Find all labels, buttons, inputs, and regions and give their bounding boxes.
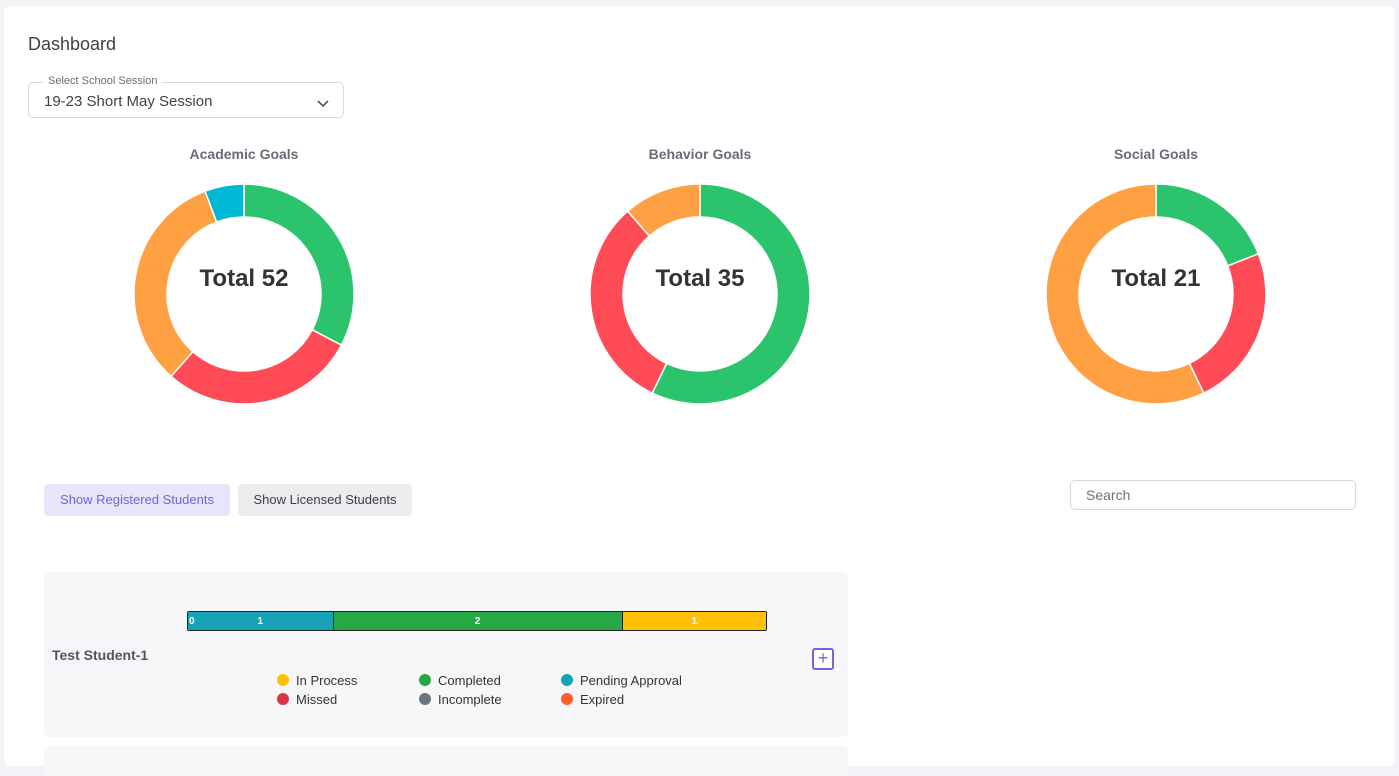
search-input[interactable] (1070, 480, 1356, 510)
goal-progress-bar: 0 1 2 1 (187, 611, 767, 631)
status-legend: In Process Completed Pending Approval Mi… (277, 672, 717, 707)
session-select-label: Select School Session (43, 75, 163, 87)
donut-slice-pending-approval[interactable] (204, 184, 245, 223)
dot-icon (277, 693, 289, 705)
student-name: Test Student-1 (52, 647, 149, 663)
legend-label: In Process (296, 672, 358, 688)
progress-zero-label: 0 (189, 615, 195, 627)
chevron-down-icon (317, 95, 329, 113)
dot-icon (561, 674, 573, 686)
chart-title: Social Goals (1113, 146, 1199, 162)
progress-segment-pending: 1 (188, 612, 333, 630)
student-card (44, 746, 848, 776)
donut-total-label: Total 21 (1112, 265, 1201, 292)
donut-svg: Total 52 (134, 184, 354, 404)
donut-slice-in-process[interactable] (626, 184, 701, 238)
donut-total-label: Total 35 (656, 265, 745, 292)
legend-label: Completed (438, 672, 501, 688)
dashboard-card: Dashboard Select School Session 19-23 Sh… (4, 6, 1395, 776)
donut-slice-missed[interactable] (590, 210, 668, 395)
social-goals-chart: Social Goals Total 21 (1006, 146, 1306, 436)
academic-goals-chart: Academic Goals Total 52 (94, 146, 394, 436)
chart-title: Academic Goals (189, 146, 299, 162)
show-registered-students-button[interactable]: Show Registered Students (44, 484, 230, 516)
plus-icon[interactable]: + (812, 648, 834, 670)
legend-label: Expired (580, 691, 625, 707)
legend-item-expired: Expired (561, 691, 717, 707)
dot-icon (419, 693, 431, 705)
behavior-goals-chart: Behavior Goals Total 35 (550, 146, 850, 436)
dot-icon (419, 674, 431, 686)
dot-icon (277, 674, 289, 686)
legend-item-missed: Missed (277, 691, 419, 707)
donut-slice-missed[interactable] (169, 328, 343, 404)
donut-total-label: Total 52 (200, 265, 289, 292)
show-licensed-students-button[interactable]: Show Licensed Students (238, 484, 412, 516)
donut-svg: Total 35 (590, 184, 810, 404)
chart-title: Behavior Goals (648, 146, 752, 162)
student-card: 0 1 2 1 Test Student-1 + In Process Comp… (44, 572, 848, 737)
session-select[interactable]: Select School Session 19-23 Short May Se… (28, 75, 344, 118)
donut-slice-completed[interactable] (1155, 184, 1260, 267)
legend-label: Pending Approval (580, 672, 682, 688)
page-title: Dashboard (28, 34, 117, 54)
legend-label: Incomplete (438, 691, 502, 707)
legend-item-in-process: In Process (277, 672, 419, 688)
legend-label: Missed (296, 691, 338, 707)
donut-slice-missed[interactable] (1188, 252, 1266, 395)
dot-icon (561, 693, 573, 705)
donut-slice-completed[interactable] (651, 184, 810, 404)
progress-segment-in-process: 1 (621, 612, 766, 630)
donut-slice-in-process[interactable] (1046, 184, 1205, 404)
donut-svg: Total 21 (1046, 184, 1266, 404)
progress-segment-completed: 2 (332, 612, 622, 630)
legend-item-pending-approval: Pending Approval (561, 672, 717, 688)
session-select-value: 19-23 Short May Session (44, 93, 213, 110)
legend-item-incomplete: Incomplete (419, 691, 561, 707)
legend-item-completed: Completed (419, 672, 561, 688)
